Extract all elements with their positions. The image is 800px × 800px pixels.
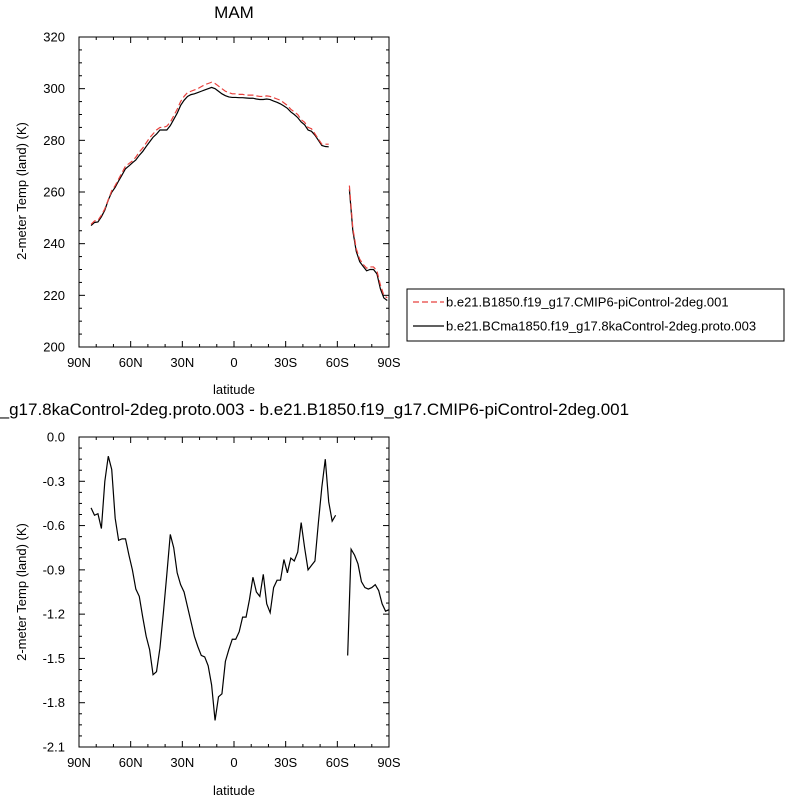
top-y-tick-label: 200 — [43, 340, 65, 355]
bottom-plot-frame — [78, 436, 390, 748]
top-series-1-line-segment-0 — [90, 86, 329, 227]
bottom-y-tick-label: -0.9 — [43, 562, 65, 577]
bottom-x-tick-label: 0 — [230, 755, 237, 770]
bottom-y-tick-label: -1.2 — [43, 607, 65, 622]
top-x-tick-label: 30S — [274, 355, 297, 370]
bottom-chart-title: b.e21.BCma1850.f19_g17.8kaControl-2deg.p… — [0, 400, 629, 419]
top-y-tick-label: 220 — [43, 288, 65, 303]
top-x-tick-label: 90N — [67, 355, 91, 370]
bottom-y-tick-label: -0.6 — [43, 518, 65, 533]
top-chart-title: MAM — [214, 3, 254, 22]
bottom-x-tick-label: 90N — [67, 755, 91, 770]
top-x-tick-label: 90S — [377, 355, 400, 370]
top-series-0-line-segment-1 — [348, 185, 388, 299]
bottom-x-tick-label: 60S — [326, 755, 349, 770]
top-y-tick-label: 240 — [43, 236, 65, 251]
top-x-tick-label: 0 — [230, 355, 237, 370]
top-series-1-line-segment-1 — [348, 189, 388, 301]
bottom-y-tick-label: -0.3 — [43, 474, 65, 489]
top-y-tick-label: 300 — [43, 81, 65, 96]
top-series-0-line-segment-0 — [90, 81, 329, 225]
bottom-x-tick-label: 30N — [170, 755, 194, 770]
bottom-x-tick-label: 30S — [274, 755, 297, 770]
bottom-x-axis-label: latitude — [213, 783, 255, 798]
bottom-y-tick-label: -1.8 — [43, 695, 65, 710]
bottom-x-tick-label: 90S — [377, 755, 400, 770]
top-y-tick-label: 280 — [43, 133, 65, 148]
top-panel: MAM 2-meter Temp (land) (K) latitude 90N… — [14, 3, 785, 397]
bottom-x-tick-label: 60N — [119, 755, 143, 770]
legend-label-8kaControl: b.e21.BCma1850.f19_g17.8kaControl-2deg.p… — [446, 319, 756, 334]
bottom-panel: b.e21.BCma1850.f19_g17.8kaControl-2deg.p… — [0, 400, 629, 798]
bottom-y-tick-label: -1.5 — [43, 651, 65, 666]
top-plot-frame — [78, 36, 390, 348]
top-x-tick-label: 60S — [326, 355, 349, 370]
bottom-series-0-line-segment-0 — [90, 456, 337, 721]
bottom-y-axis-label: 2-meter Temp (land) (K) — [14, 523, 29, 661]
top-x-axis-label: latitude — [213, 382, 255, 397]
bottom-y-tick-label: 0.0 — [47, 430, 65, 445]
top-y-axis-label: 2-meter Temp (land) (K) — [14, 122, 29, 260]
top-x-tick-label: 30N — [170, 355, 194, 370]
legend-box — [406, 288, 785, 342]
top-y-tick-label: 320 — [43, 30, 65, 45]
top-x-tick-label: 60N — [119, 355, 143, 370]
bottom-series-0-line-segment-1 — [347, 547, 389, 656]
top-y-tick-label: 260 — [43, 185, 65, 200]
legend: b.e21.B1850.f19_g17.CMIP6-piControl-2deg… — [406, 288, 785, 342]
legend-label-piControl: b.e21.B1850.f19_g17.CMIP6-piControl-2deg… — [446, 295, 729, 310]
bottom-y-tick-label: -2.1 — [43, 740, 65, 755]
